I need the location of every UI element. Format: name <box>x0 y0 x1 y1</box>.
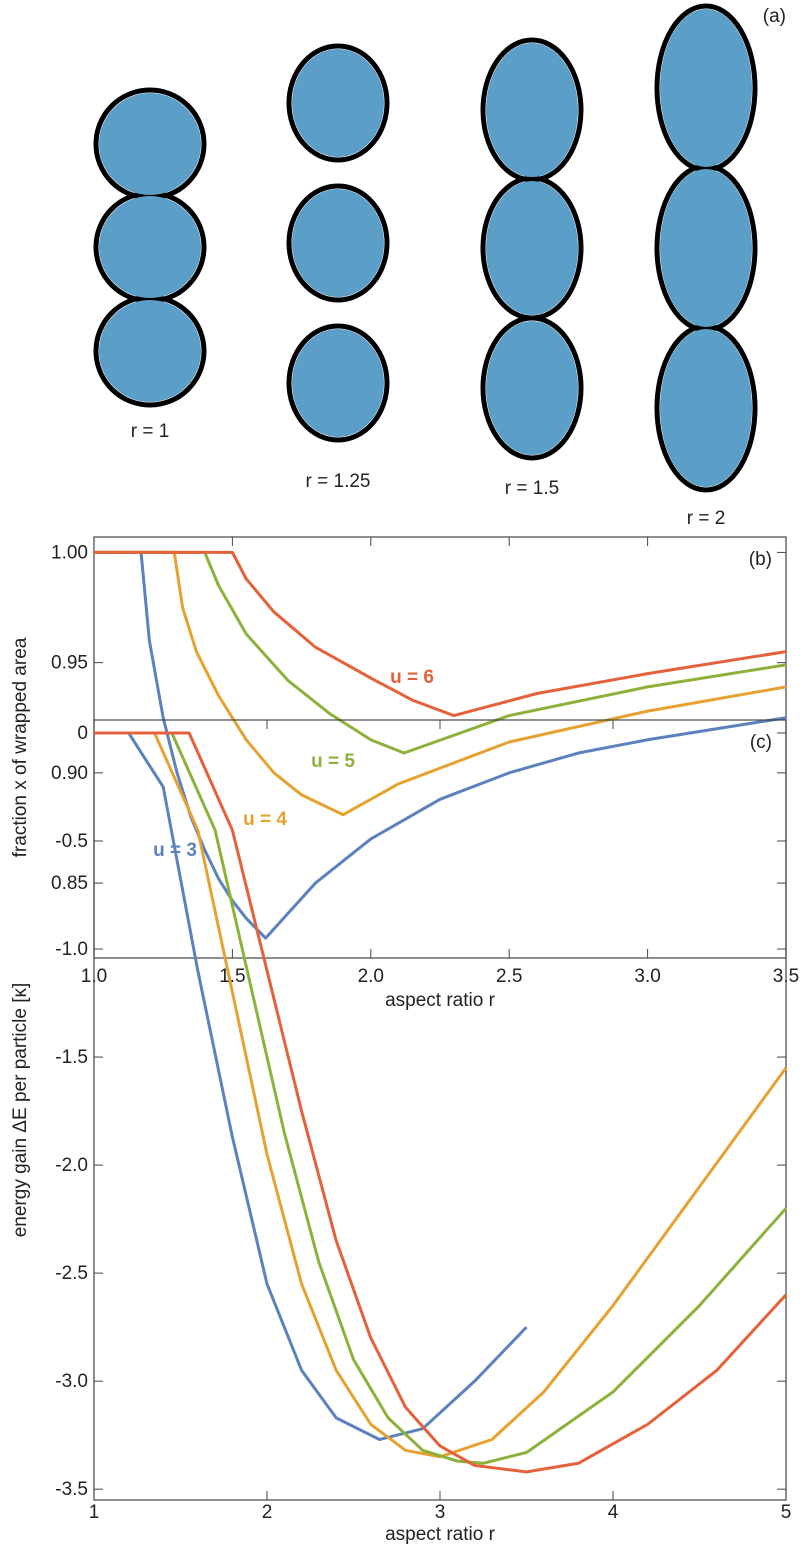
particle <box>99 300 201 402</box>
y-tick-label: -2.5 <box>55 1263 88 1284</box>
particle <box>660 329 752 487</box>
curve <box>94 731 788 1459</box>
curve <box>94 731 528 1442</box>
y-tick-label: -1.0 <box>55 939 88 960</box>
y-tick-label: 0.90 <box>51 763 88 784</box>
y-tick-label: 1.00 <box>51 542 88 563</box>
x-tick-label: 2.5 <box>496 966 522 987</box>
caption: r = 1 <box>131 421 170 442</box>
y-axis-title: fraction x of wrapped area <box>10 637 31 857</box>
curve <box>94 550 787 817</box>
panel-label: (b) <box>749 549 772 570</box>
x-tick-label: 3 <box>435 1502 446 1523</box>
y-tick-label: -3.5 <box>55 1479 88 1500</box>
curve <box>94 550 787 755</box>
y-tick-label: -2.0 <box>55 1155 88 1176</box>
series-label: u = 5 <box>311 751 355 772</box>
particle <box>99 196 201 298</box>
y-tick-label: 0.95 <box>51 653 88 674</box>
particle <box>292 49 384 157</box>
x-tick-label: 4 <box>608 1502 619 1523</box>
x-tick-label: 1 <box>89 1502 100 1523</box>
series-label: u = 4 <box>243 809 287 830</box>
particle-outline <box>286 323 390 443</box>
x-tick-label: 3.0 <box>634 966 660 987</box>
particle <box>486 321 578 455</box>
y-tick-label: 0 <box>77 723 88 744</box>
panel-label: (a) <box>763 6 786 27</box>
particle <box>660 169 752 327</box>
x-tick-label: 2 <box>262 1502 273 1523</box>
particle <box>660 9 752 167</box>
particle <box>486 43 578 177</box>
panel-label: (c) <box>750 732 772 753</box>
y-tick-label: -1.5 <box>55 1047 88 1068</box>
x-axis-title: aspect ratio r <box>385 990 495 1011</box>
curve <box>94 731 788 1474</box>
particle-outline <box>480 315 584 461</box>
x-axis-title: aspect ratio r <box>385 1524 495 1545</box>
series-label: u = 6 <box>390 667 434 688</box>
caption: r = 2 <box>687 508 726 529</box>
particle-outline <box>286 183 390 303</box>
curve <box>94 550 787 718</box>
y-axis-title: energy gain ΔE per particle [κ] <box>10 983 31 1238</box>
y-tick-label: -0.5 <box>55 831 88 852</box>
curve <box>94 731 788 1465</box>
particle <box>292 329 384 437</box>
particle-outline <box>286 43 390 163</box>
x-tick-label: 5 <box>781 1502 792 1523</box>
y-tick-label: -3.0 <box>55 1371 88 1392</box>
x-tick-label: 2.0 <box>358 966 384 987</box>
plot-frame <box>93 536 787 959</box>
particle <box>486 181 578 315</box>
y-tick-label: 0.85 <box>51 873 88 894</box>
caption: r = 1.25 <box>306 471 371 492</box>
caption: r = 1.5 <box>505 478 559 499</box>
particle <box>292 189 384 297</box>
particle <box>99 93 201 195</box>
curve <box>94 550 787 940</box>
x-tick-label: 1.5 <box>219 966 245 987</box>
